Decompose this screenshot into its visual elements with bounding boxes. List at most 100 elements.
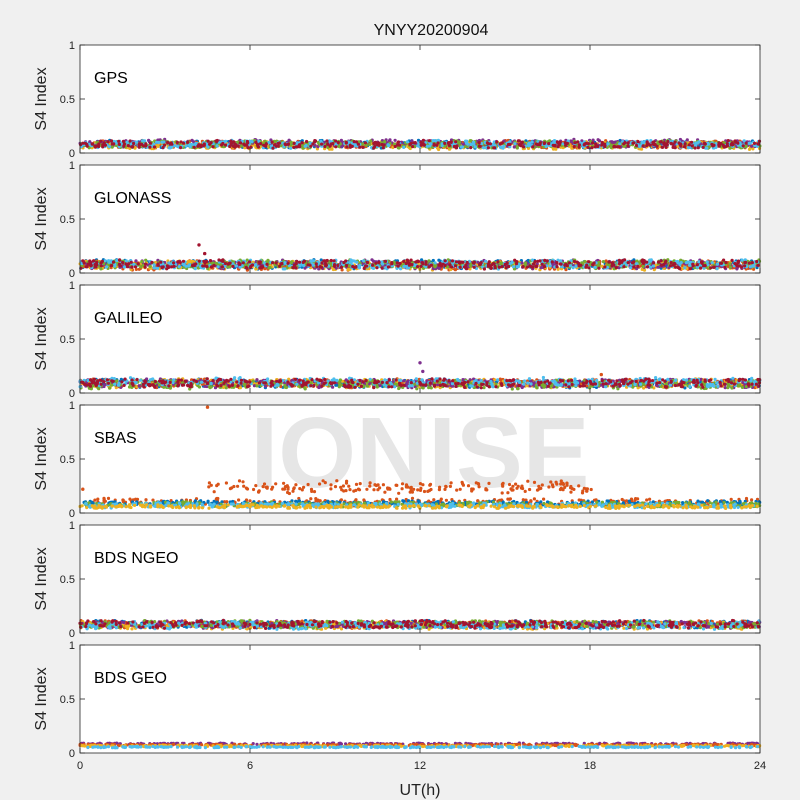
data-point [433, 261, 437, 265]
data-point [613, 145, 617, 149]
data-point [144, 262, 148, 266]
data-point [651, 264, 656, 268]
data-point [118, 258, 122, 262]
data-point [722, 258, 726, 262]
data-point [212, 263, 216, 267]
data-point [529, 264, 533, 268]
data-point [167, 261, 171, 265]
data-point [184, 144, 188, 148]
data-point [603, 265, 607, 269]
data-point [660, 263, 664, 267]
data-point [179, 146, 183, 150]
y-tick-label: 1 [69, 40, 75, 52]
data-point [741, 144, 745, 148]
data-point [308, 263, 312, 267]
data-point [535, 264, 539, 268]
data-point [203, 251, 207, 256]
data-point [127, 262, 131, 266]
data-point [573, 141, 577, 145]
data-point [440, 143, 444, 148]
data-point [450, 259, 455, 263]
data-point [99, 264, 103, 268]
data-point [140, 260, 144, 264]
data-point [413, 141, 417, 145]
data-point [88, 259, 92, 263]
data-point [271, 261, 275, 265]
axes-background [80, 165, 760, 273]
data-point [703, 264, 707, 268]
data-point [99, 139, 103, 143]
data-point [231, 264, 235, 268]
data-point [626, 144, 630, 148]
data-point [148, 145, 152, 149]
data-point [227, 261, 231, 265]
data-point [273, 143, 277, 147]
data-point [377, 260, 381, 264]
data-point [122, 265, 127, 269]
data-point [152, 145, 157, 149]
data-point [197, 259, 201, 263]
data-point [500, 141, 504, 145]
data-point [752, 141, 757, 145]
data-point [606, 142, 610, 146]
scatter-points [78, 137, 762, 152]
data-point [334, 139, 338, 143]
data-point [346, 268, 350, 272]
data-point [82, 261, 86, 265]
data-point [733, 139, 737, 143]
data-point [661, 145, 665, 149]
data-point [281, 267, 285, 271]
data-point [587, 260, 591, 264]
data-point [395, 261, 399, 265]
data-point [550, 260, 554, 264]
data-point [485, 141, 489, 145]
data-point [669, 142, 674, 146]
data-point [514, 262, 519, 266]
data-point [374, 261, 378, 265]
data-point [279, 262, 283, 266]
data-point [362, 259, 366, 263]
data-point [366, 260, 370, 265]
data-point [220, 143, 224, 147]
data-point [125, 140, 129, 144]
data-point [559, 259, 563, 263]
data-point [421, 138, 425, 142]
data-point [130, 265, 134, 269]
data-point [230, 140, 234, 145]
data-point [593, 145, 597, 149]
data-point [99, 267, 103, 271]
data-point [206, 139, 210, 143]
data-point [215, 144, 219, 148]
data-point [715, 267, 719, 271]
data-point [333, 263, 337, 267]
data-point [495, 140, 499, 144]
data-point [610, 140, 614, 144]
data-point [110, 142, 114, 146]
data-point [396, 140, 400, 144]
data-point [388, 138, 392, 142]
data-point [513, 142, 517, 146]
data-point [387, 144, 391, 148]
data-point [443, 259, 447, 263]
data-point [136, 262, 140, 266]
data-point [590, 141, 595, 145]
data-point [201, 264, 205, 268]
data-point [482, 267, 486, 271]
data-point [140, 142, 144, 146]
data-point [176, 144, 180, 148]
data-point [583, 259, 587, 264]
data-point [117, 262, 122, 266]
data-point [315, 265, 319, 269]
data-point [124, 259, 128, 263]
data-point [192, 145, 196, 149]
data-point [679, 144, 683, 148]
data-point [110, 264, 114, 268]
data-point [520, 261, 524, 265]
data-point [250, 263, 255, 267]
data-point [144, 258, 148, 262]
data-point [141, 139, 145, 143]
data-point [405, 266, 409, 270]
data-point [297, 260, 302, 264]
data-point [603, 144, 607, 148]
data-point [421, 261, 425, 265]
